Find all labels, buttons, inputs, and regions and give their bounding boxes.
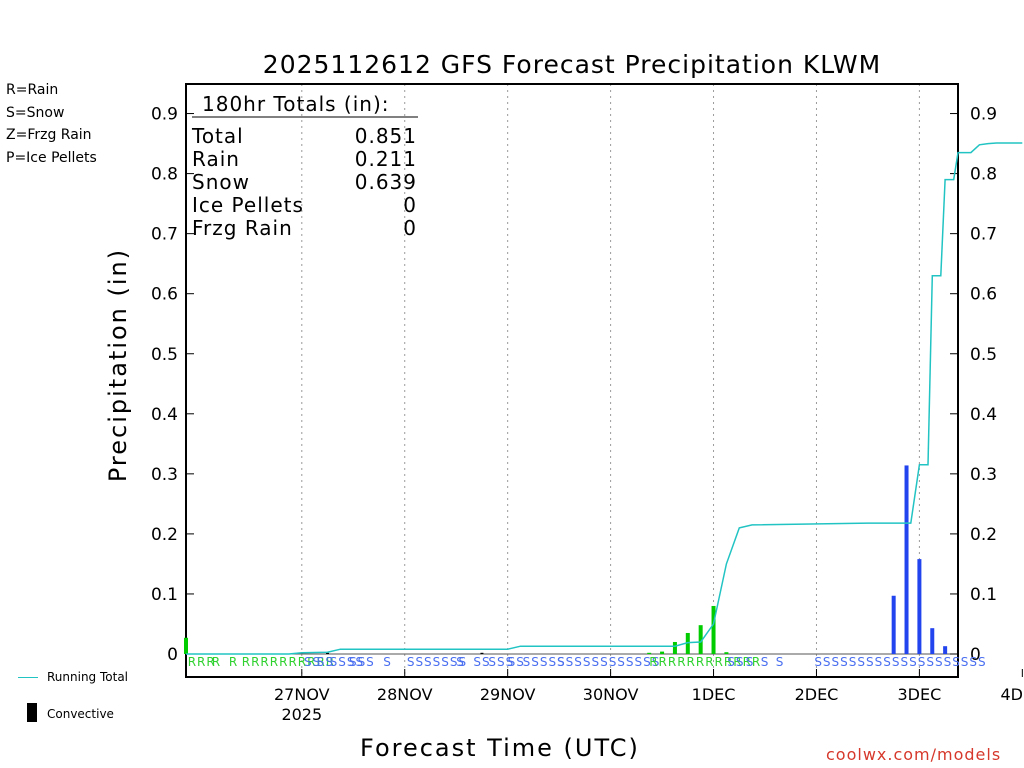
bar-snow <box>904 465 909 654</box>
ptype-marker: SSSS <box>330 655 364 669</box>
x-tick-label: 28NOV <box>377 685 433 704</box>
y-tick-label-right: 0.3 <box>970 465 997 485</box>
ptype-marker: SSS <box>488 655 514 669</box>
y-tick-label-right: 0.7 <box>970 225 997 245</box>
ptype-marker: SS <box>508 655 525 669</box>
ptype-marker: SS <box>473 655 490 669</box>
legend-ice-pellets: P=Ice Pellets <box>6 150 97 166</box>
watermark: coolwx.com/models <box>826 745 1002 764</box>
bar-snow <box>930 628 935 654</box>
ptype-marker: S <box>776 655 785 669</box>
x-tick-label: 27NOV <box>274 685 330 704</box>
y-tick-label-left: 0.1 <box>151 585 178 605</box>
totals-value: 0.851 <box>355 124 417 148</box>
ptype-marker: SS <box>349 655 366 669</box>
ptype-marker: SSSSSSSSSSSS <box>557 655 660 669</box>
totals-header: 180hr Totals (in): <box>202 92 390 116</box>
ptype-marker: S <box>383 655 392 669</box>
bar-rain <box>685 632 690 654</box>
ptype-marker: S <box>761 655 770 669</box>
totals-label: Rain <box>192 147 240 171</box>
y-tick-label-left: 0.2 <box>151 525 178 545</box>
ptype-marker: SS <box>304 655 321 669</box>
totals-label: Ice Pellets <box>192 193 304 217</box>
legend-running-total: Running Total <box>47 670 129 684</box>
y-tick-label-right: 0.9 <box>970 105 997 125</box>
y-tick-label-right: 0.6 <box>970 285 997 305</box>
ptype-marker: SSS <box>540 655 566 669</box>
legend-rain: R=Rain <box>6 82 59 98</box>
ptype-marker: SSSSSSSSSSSSSSSSSSSS <box>814 655 986 669</box>
legend-freezing-rain: Z=Frzg Rain <box>6 127 92 143</box>
y-tick-label-right: 0.8 <box>970 165 997 185</box>
y-tick-label-right: 0.1 <box>970 585 997 605</box>
bar-snow <box>943 646 948 654</box>
totals-label: Snow <box>192 170 250 194</box>
bar-rain <box>660 651 665 654</box>
bar-snow <box>917 559 922 654</box>
y-tick-label-left: 0.7 <box>151 225 178 245</box>
ptype-marker: S <box>456 655 465 669</box>
running-total-line <box>186 142 1023 655</box>
ptype-marker: R <box>212 655 221 669</box>
ptype-marker: RRRRRRRRRR <box>242 655 335 669</box>
plot-frame <box>185 83 959 678</box>
y-tick-label-right: 0.2 <box>970 525 997 545</box>
totals-value: 0 <box>403 216 417 240</box>
ptype-marker: S <box>746 655 755 669</box>
y-tick-label-left: 0.9 <box>151 105 178 125</box>
bar-snow <box>891 595 896 654</box>
totals-value: 0.639 <box>355 170 417 194</box>
bar-convective <box>326 652 330 654</box>
y-axis-label: Precipitation (in) <box>104 247 132 483</box>
totals-value: 0.211 <box>355 147 417 171</box>
x-year-label: 2025 <box>281 705 322 724</box>
x-tick-label: 3DEC <box>898 685 942 704</box>
ptype-marker: SSSSS <box>424 655 467 669</box>
legend-snow: S=Snow <box>6 105 65 121</box>
bar-convective <box>480 652 484 654</box>
x-axis-label: Forecast Time (UTC) <box>360 734 640 762</box>
ptype-marker: RRRRRRRRRRRR <box>649 655 761 669</box>
y-tick-label-left: 0.6 <box>151 285 178 305</box>
convective-swatch <box>27 703 37 722</box>
x-tick-label: 4DEC <box>1000 685 1024 704</box>
x-tick-label: 29NOV <box>480 685 536 704</box>
ptype-marker: SS <box>523 655 540 669</box>
y-tick-label-right: 0.5 <box>970 345 997 365</box>
y-tick-label-left: 0.3 <box>151 465 178 485</box>
bar-rain <box>724 652 729 654</box>
ptype-marker: S <box>366 655 375 669</box>
y-tick-label-left: 0.8 <box>151 165 178 185</box>
totals-label: Total <box>191 124 244 148</box>
ptype-marker: SS <box>317 655 334 669</box>
ptype-marker: SS <box>727 655 744 669</box>
bar-rain <box>711 605 716 654</box>
bar-rain <box>184 637 188 654</box>
bar-rain <box>698 625 703 654</box>
y-tick-label-left: 0.5 <box>151 345 178 365</box>
totals-label: Frzg Rain <box>192 216 293 240</box>
ptype-marker: SS <box>407 655 424 669</box>
y-tick-label-right: 0 <box>970 645 981 665</box>
ptype-marker: RRR <box>188 655 216 669</box>
chart-title: 2025112612 GFS Forecast Precipitation KL… <box>262 50 882 79</box>
totals-value: 0 <box>403 193 417 217</box>
y-tick-label-right: 0.4 <box>970 405 997 425</box>
y-tick-label-left: 0.4 <box>151 405 178 425</box>
x-tick-label: 30NOV <box>583 685 639 704</box>
legend-convective: Convective <box>47 707 114 721</box>
bar-rain <box>647 652 652 654</box>
y-tick-label-left: 0 <box>167 645 178 665</box>
x-tick-label: 2DEC <box>795 685 839 704</box>
running-total-swatch <box>18 677 38 678</box>
ptype-marker: R <box>229 655 238 669</box>
bar-rain <box>672 641 677 654</box>
x-tick-label: 1DEC <box>692 685 736 704</box>
